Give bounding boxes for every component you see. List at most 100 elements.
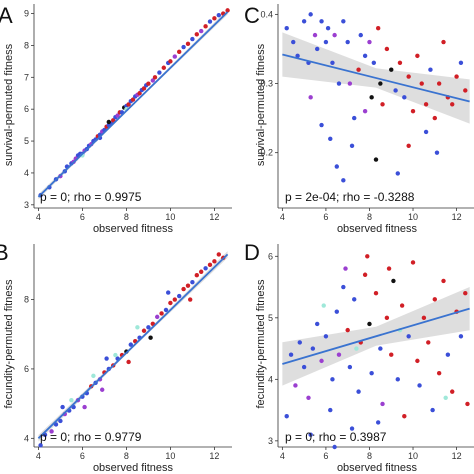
panel-d-x-tick-label: 4 — [280, 451, 285, 461]
panel-d-x-tick-label: 10 — [408, 451, 418, 461]
panel-d-point — [463, 291, 468, 296]
panel-d-x-tick-label: 6 — [323, 451, 328, 461]
panel-d-point — [321, 303, 326, 308]
panel-c-point — [397, 60, 403, 65]
panel-a-point — [126, 102, 131, 107]
panel-b-point — [159, 311, 164, 316]
panel-d-point — [458, 334, 464, 339]
panel-d-letter: D — [244, 240, 260, 265]
panel-a-y-tick-label: 5 — [24, 136, 29, 146]
panel-c-point — [415, 53, 420, 59]
panel-b-x-tick-label: 6 — [80, 451, 85, 461]
panel-d-point — [301, 364, 307, 370]
panel-c-point — [454, 74, 459, 79]
panel-d-point — [443, 395, 448, 400]
panel-c-point — [330, 60, 335, 65]
panel-c-point — [378, 81, 383, 86]
panel-c-point — [419, 81, 424, 86]
panel-a-point — [225, 8, 230, 13]
panel-a-xlabel: observed fitness — [93, 223, 174, 235]
panel-d-point — [415, 358, 420, 364]
panel-c-point — [373, 157, 379, 162]
panel-a-point — [185, 41, 191, 47]
panel-d-point — [402, 414, 407, 419]
panel-d-point — [319, 358, 324, 364]
panel-d-point — [465, 401, 470, 407]
panel-b-point — [163, 307, 169, 313]
panel-a-point — [199, 28, 204, 34]
panel-a-y-tick-label: 6 — [24, 104, 29, 114]
panel-b-x-tick-label: 10 — [165, 451, 175, 461]
panel-b-x-tick-label: 12 — [209, 451, 219, 461]
panel-c-ylabel: survival-permuted fitness — [255, 43, 267, 166]
panel-d-point — [284, 414, 289, 419]
panel-b-point — [126, 359, 131, 365]
panel-b-point — [135, 325, 140, 330]
panel-a-x-tick-label: 10 — [165, 212, 175, 222]
panel-b-point — [113, 352, 118, 358]
panel-b-point — [141, 328, 147, 333]
panel-b-point — [185, 283, 191, 288]
panel-d-point — [450, 389, 455, 394]
panel-a-x-tick-label: 12 — [209, 212, 219, 222]
panel-b-x-tick-label: 4 — [36, 451, 41, 461]
panel-a-point — [150, 78, 155, 83]
panel-c: C survival-permuted fitness observed fit… — [244, 3, 418, 235]
panel-c-point — [312, 32, 318, 38]
panel-b-x-tick-label: 8 — [124, 451, 129, 461]
panel-a-point — [137, 91, 142, 96]
panel-c-point — [393, 88, 398, 93]
panel-c-letter: C — [244, 3, 260, 28]
panel-b-point — [104, 356, 109, 361]
panel-b-xlabel: observed fitness — [93, 462, 174, 474]
panel-a-ylabel: survival-permuted fitness — [3, 43, 15, 166]
panel-c-y-tick-label: 0.4 — [260, 9, 273, 19]
panel-c-point — [406, 74, 411, 79]
panel-a-point — [130, 97, 136, 102]
panel-c-point — [345, 39, 350, 45]
panel-d-point — [426, 340, 431, 345]
panel-c-point — [347, 81, 353, 86]
panel-d-point — [352, 297, 357, 302]
panel-a-point — [172, 54, 177, 59]
panel-c-point — [367, 39, 372, 45]
panel-c-point — [389, 67, 394, 72]
panel-b-point — [69, 397, 74, 403]
panel-d-ylabel: fecundity-permuted fitness — [255, 279, 267, 409]
panel-b-point — [60, 404, 65, 410]
panel-d-x-tick-label: 8 — [367, 451, 372, 461]
panel-d-point — [432, 297, 437, 302]
panel-c-point — [341, 178, 346, 183]
panel-c-point — [308, 12, 313, 17]
panel-a-y-tick-label: 3 — [24, 200, 29, 210]
panel-c-point — [349, 143, 355, 148]
panel-a-x-tick-label: 6 — [80, 212, 85, 222]
panel-b-point — [212, 259, 217, 264]
panel-d-point — [349, 426, 355, 431]
panel-c-point — [369, 95, 374, 100]
panel-a-y-tick-label: 7 — [24, 72, 29, 82]
panel-d-xlabel: observed fitness — [337, 462, 418, 474]
panel-c-point — [463, 88, 468, 93]
panel-d-point — [297, 340, 302, 345]
panel-b-point — [100, 387, 105, 392]
panel-d-y-tick-label: 5 — [268, 313, 273, 323]
panel-a-point — [157, 70, 162, 75]
panel-b: B fecundity-permuted fitness observed fi… — [0, 240, 174, 474]
panel-d-point — [308, 432, 313, 437]
panel-b-y-tick-label: 4 — [24, 433, 29, 443]
panel-b-point — [148, 335, 153, 340]
panel-d-point — [323, 334, 329, 339]
panel-c-point — [375, 26, 381, 31]
panel-b-point — [188, 297, 193, 302]
panel-d-point — [391, 278, 396, 284]
panel-a-point — [115, 113, 120, 118]
panel-a-y-tick-label: 4 — [24, 168, 29, 178]
panel-d-point — [406, 334, 411, 339]
panel-a-point — [203, 24, 208, 29]
panel-c-point — [291, 39, 296, 45]
panel-b-trend-line — [37, 253, 229, 439]
panel-a-point — [177, 49, 182, 55]
panel-c-point — [284, 26, 289, 31]
